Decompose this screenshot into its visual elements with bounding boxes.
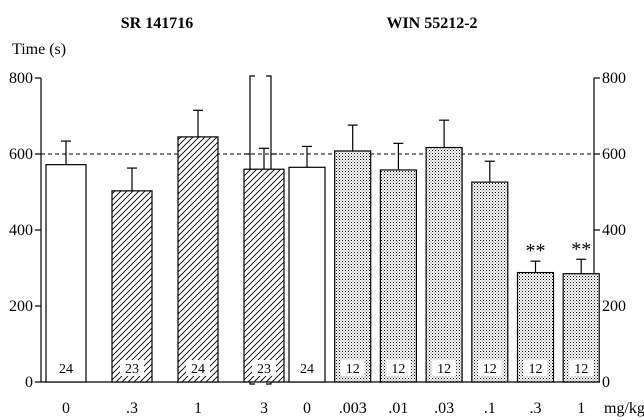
n-label: 24 — [300, 362, 314, 377]
n-label-box — [432, 360, 457, 376]
n-label-box — [120, 360, 144, 376]
left-y-tick-label: 800 — [9, 70, 33, 87]
n-label-box — [186, 360, 210, 376]
n-label-box — [252, 360, 276, 376]
significance-mark: ** — [571, 238, 591, 260]
n-label-box — [386, 360, 411, 376]
y-axis-label: Time (s) — [12, 41, 66, 58]
bar — [379, 169, 417, 383]
left-y-tick-label: 0 — [25, 374, 33, 391]
n-label: 12 — [574, 362, 588, 377]
x-tick-label: .03 — [434, 400, 454, 417]
n-label: 12 — [483, 362, 497, 377]
bar — [111, 190, 153, 383]
n-label: 12 — [346, 362, 360, 377]
n-label: 23 — [125, 362, 139, 377]
x-tick-label: 0 — [62, 400, 70, 417]
right-y-tick-label: 800 — [602, 70, 626, 87]
panel-title-left: SR 141716 — [121, 15, 193, 32]
n-label-box — [477, 360, 502, 376]
x-tick-label: 3 — [260, 400, 268, 417]
left-y-tick-label: 400 — [9, 222, 33, 239]
x-tick-label: .3 — [126, 400, 138, 417]
n-label: 24 — [59, 362, 73, 377]
n-label-box — [54, 360, 78, 376]
n-label: 24 — [191, 362, 205, 377]
x-tick-label: 1 — [194, 400, 202, 417]
n-label-box — [295, 360, 319, 376]
x-tick-label: 0 — [303, 400, 311, 417]
plot-layer: 0 0 200 200 400 400 600 600 800 800 24 0 23 .3 24 1 23 3 2… — [9, 70, 626, 417]
left-y-tick-label: 600 — [9, 146, 33, 163]
bar — [425, 146, 463, 383]
n-label: 12 — [437, 362, 451, 377]
x-tick-label: 1 — [577, 400, 585, 417]
right-y-tick-label: 0 — [602, 374, 610, 391]
x-tick-label: .3 — [530, 400, 542, 417]
bar — [243, 168, 285, 383]
right-y-tick-label: 200 — [602, 298, 626, 315]
bar — [471, 181, 509, 383]
bar — [177, 136, 219, 383]
left-y-tick-label: 200 — [9, 298, 33, 315]
x-tick-label: .1 — [484, 400, 496, 417]
n-label: 12 — [391, 362, 405, 377]
n-label-box — [523, 360, 548, 376]
x-tick-label: .003 — [339, 400, 367, 417]
right-y-tick-label: 400 — [602, 222, 626, 239]
n-label: 23 — [257, 362, 271, 377]
bar — [334, 150, 372, 383]
bar — [288, 166, 326, 383]
significance-mark: ** — [526, 240, 546, 262]
n-label-box — [340, 360, 365, 376]
right-y-tick-label: 600 — [602, 146, 626, 163]
panel-title-right: WIN 55212-2 — [386, 15, 477, 32]
n-label: 12 — [529, 362, 543, 377]
x-tick-label: .01 — [388, 400, 408, 417]
n-label-box — [569, 360, 594, 376]
x-unit-label: mg/kg — [604, 400, 644, 417]
bar — [45, 164, 87, 383]
